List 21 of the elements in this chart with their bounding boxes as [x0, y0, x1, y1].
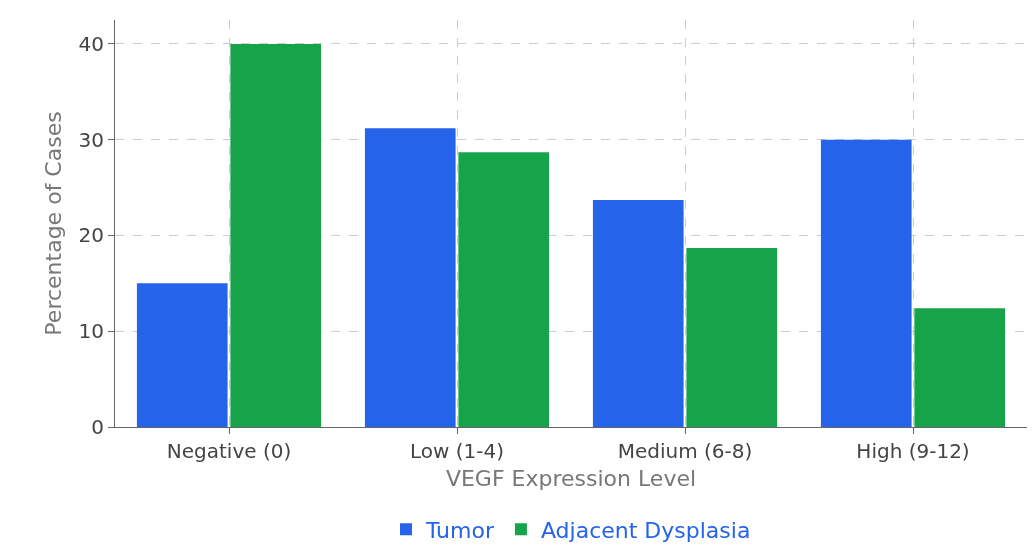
x-tick-label: Medium (6-8) — [617, 439, 753, 463]
bar — [820, 139, 912, 427]
bar — [686, 247, 778, 427]
bar — [592, 200, 684, 427]
x-tick-label: High (9-12) — [856, 439, 970, 463]
x-axis-title: VEGF Expression Level — [445, 465, 697, 491]
y-tick-label: 40 — [78, 31, 104, 56]
bar — [458, 152, 550, 427]
x-tick-label: Negative (0) — [166, 439, 292, 463]
bar — [364, 128, 456, 427]
y-tick-label: 20 — [78, 223, 104, 248]
legend-label: Adjacent Dysplasia — [540, 517, 751, 543]
y-axis-title: Percentage of Cases — [41, 111, 66, 336]
bar — [230, 43, 322, 427]
y-tick-label: 30 — [78, 127, 104, 152]
x-tick-label: Low (1-4) — [409, 439, 505, 463]
y-tick-label: 0 — [91, 415, 104, 439]
bar — [914, 308, 1006, 427]
bar — [136, 283, 228, 427]
y-tick-label: 10 — [78, 319, 104, 344]
legend-label: Tumor — [425, 517, 495, 543]
